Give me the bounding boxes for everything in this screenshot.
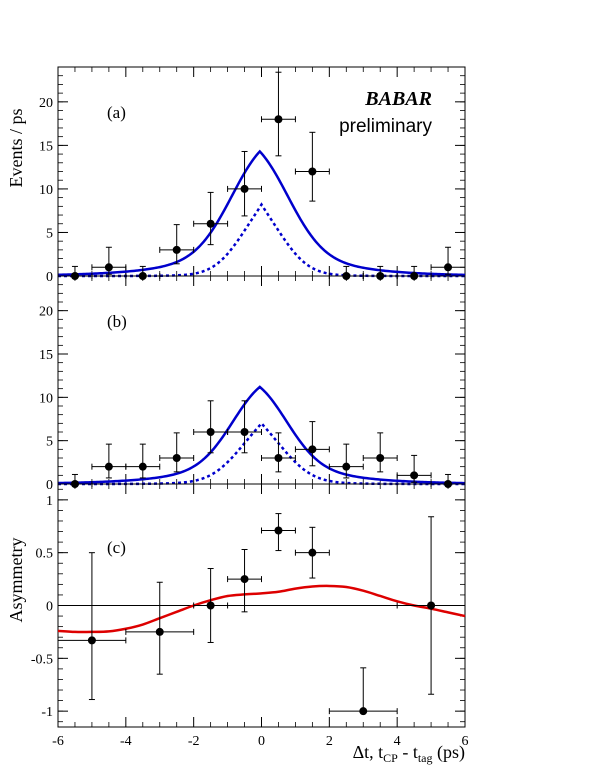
panel-a-curve-dotted [58,202,465,278]
panel-a-ytick-label: 20 [39,96,53,111]
panel-b-curve-solid [57,385,466,485]
panel-c-asymmetry-curve [57,584,466,634]
panel-c-xtick-label: -6 [52,734,64,749]
panel-a-curve-solid [57,149,466,277]
x-axis-label: Δt, tCP - ttag (ps) [353,742,465,765]
panel-a-data-point [240,184,249,193]
panel-b-data-point [376,454,385,462]
panel-c-data-point [206,601,215,610]
panel-a-data-point [274,115,283,124]
panel-c-data-point [240,575,249,584]
panel-b-data-point [240,428,249,436]
panel-b-data-point [104,462,113,471]
panel-b: 0 5 10 15 20 [39,275,466,493]
panel-c-xtick-label: -4 [120,734,132,749]
panel-b-data-point [138,462,147,471]
panel-a-data-point [206,219,215,228]
panel-a-ytick-label: 0 [46,270,53,285]
panel-c-xtick-label: 6 [462,734,469,749]
panel-c: -1 -0.5 0 0.5 1 -6 -4 -2 0 2 4 6 [31,483,469,749]
panel-c-ytick-label: -1 [41,705,53,720]
panel-c-ytick-label: -0.5 [31,652,53,667]
panel-c-xtick-label: 4 [394,734,401,749]
panel-c-ytick-label: 0.5 [36,547,54,562]
panel-c-data-point [155,627,164,636]
panel-b-ytick-label: 15 [39,348,53,363]
panel-b-data-point [342,462,351,471]
panel-a-data-point [444,263,453,272]
x-axis-label-sub-cp: CP [383,751,398,765]
panel-a-ytick-label: 5 [46,226,53,241]
y-axis-label-asymmetry: Asymmetry [6,538,26,623]
y-axis-label-events: Events / ps [6,109,26,188]
panel-a-label: (a) [107,103,126,122]
x-axis-label-mid: - t [398,742,418,762]
panel-c-xtick-label: 2 [326,734,333,749]
panel-b-data-point [274,454,283,462]
panel-b-ytick-label: 0 [46,478,53,493]
panel-a-data-point [104,263,113,272]
panel-a-ytick-label: 10 [39,183,53,198]
panel-a-data-point [308,167,317,176]
panel-b-ytick-label: 10 [39,391,53,406]
panel-c-ytick-label: 1 [46,494,53,509]
panel-c-data-point [359,707,368,716]
panel-b-label: (b) [107,312,127,331]
x-axis-label-end: (ps) [433,742,466,763]
panel-a-data-point [172,245,181,254]
panel-b-data-point [410,471,419,480]
panel-c-data-point [274,526,283,535]
panel-b-data-point [172,454,181,462]
preliminary-label: preliminary [339,116,432,137]
panel-c-xtick-label: 0 [258,734,265,749]
panel-c-label: (c) [107,538,126,557]
experiment-label: BABAR [364,88,432,110]
panel-a-ytick-label: 15 [39,139,53,154]
panel-b-frame [57,275,466,485]
panel-c-data-point [308,548,317,557]
x-axis-label-main: Δt, t [353,742,384,762]
panel-c-data-point [87,636,96,645]
panel-b-data-point [206,428,215,436]
panel-c-data-point [427,601,436,610]
panel-b-ytick-label: 20 [39,305,53,320]
panel-b-data-point [308,445,317,454]
x-axis-label-sub-tag: tag [418,751,433,765]
panel-b-ytick-label: 5 [46,435,53,450]
panel-c-xtick-label: -2 [188,734,200,749]
panel-c-ytick-label: 0 [46,600,53,615]
